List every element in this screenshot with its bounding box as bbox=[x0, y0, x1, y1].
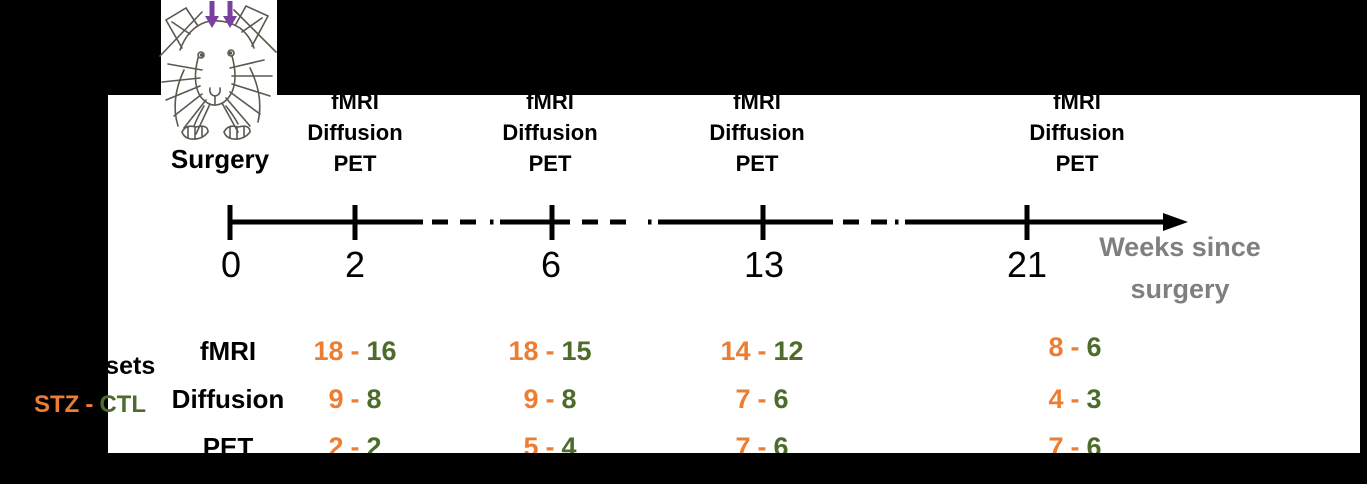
week-label-2: 2 bbox=[344, 244, 366, 285]
session-column-week21: fMRI Diffusion PET bbox=[987, 86, 1167, 179]
modality-label: PET bbox=[528, 151, 572, 176]
row-label-fmri: fMRI bbox=[199, 336, 257, 366]
count-separator: - bbox=[545, 432, 555, 462]
ctl-count: 6 bbox=[1086, 332, 1102, 362]
modality-label: Diffusion bbox=[1029, 120, 1125, 145]
stz-count: 14 bbox=[720, 336, 751, 366]
surgery-label: Surgery bbox=[170, 144, 270, 174]
week-label-6: 6 bbox=[540, 244, 562, 285]
legend-stz: STZ bbox=[34, 391, 80, 418]
modality-label: Diffusion bbox=[502, 120, 598, 145]
count-cell-fmri-week13: 14-12 bbox=[682, 336, 842, 367]
count-cell-fmri-week21: 8-6 bbox=[995, 332, 1155, 363]
ctl-count: 8 bbox=[561, 384, 577, 414]
ctl-count: 3 bbox=[1086, 384, 1102, 414]
stz-count: 18 bbox=[313, 336, 344, 366]
count-separator: - bbox=[545, 384, 555, 414]
count-separator: - bbox=[1070, 384, 1080, 414]
modality-label: PET bbox=[735, 151, 779, 176]
session-column-week13: fMRI Diffusion PET bbox=[667, 86, 847, 179]
stz-count: 9 bbox=[328, 384, 344, 414]
right-arrowhead-icon bbox=[1163, 213, 1188, 231]
count-cell-diffusion-week6: 9-8 bbox=[470, 384, 630, 415]
axis-label-line2: surgery bbox=[1130, 274, 1230, 304]
ctl-count: 16 bbox=[366, 336, 397, 366]
session-column-week6: fMRI Diffusion PET bbox=[460, 86, 640, 179]
count-separator: - bbox=[757, 336, 767, 366]
frame-right bbox=[1360, 0, 1367, 484]
modality-label: PET bbox=[1055, 151, 1099, 176]
stz-count: 4 bbox=[1048, 384, 1064, 414]
modality-label: PET bbox=[333, 151, 377, 176]
week-label-21: 21 bbox=[1006, 244, 1048, 285]
legend-ctl: CTL bbox=[99, 391, 146, 418]
count-separator: - bbox=[350, 384, 360, 414]
count-cell-diffusion-week2: 9-8 bbox=[275, 384, 435, 415]
ctl-count: 12 bbox=[773, 336, 804, 366]
row-label-diffusion: Diffusion bbox=[171, 384, 285, 414]
count-cell-diffusion-week21: 4-3 bbox=[995, 384, 1155, 415]
count-separator: - bbox=[350, 432, 360, 462]
count-separator: - bbox=[757, 432, 767, 462]
stz-count: 7 bbox=[735, 384, 751, 414]
injection-arrows-icon bbox=[205, 1, 237, 28]
axis-label: Weeks since surgery bbox=[1078, 226, 1282, 310]
count-cell-fmri-week2: 18-16 bbox=[275, 336, 435, 367]
ctl-count: 15 bbox=[561, 336, 592, 366]
axis-label-line1: Weeks since bbox=[1099, 232, 1261, 262]
stz-count: 9 bbox=[523, 384, 539, 414]
ctl-count: 8 bbox=[366, 384, 382, 414]
count-separator: - bbox=[1070, 432, 1080, 462]
modality-label: Diffusion bbox=[709, 120, 805, 145]
count-cell-diffusion-week13: 7-6 bbox=[682, 384, 842, 415]
count-separator: - bbox=[757, 384, 767, 414]
group-legend: STZ - CTL bbox=[34, 391, 146, 419]
stz-count: 8 bbox=[1048, 332, 1064, 362]
count-separator: - bbox=[1070, 332, 1080, 362]
week-label-0: 0 bbox=[220, 244, 242, 285]
stz-count: 18 bbox=[508, 336, 539, 366]
count-separator: - bbox=[350, 336, 360, 366]
session-column-week2: fMRI Diffusion PET bbox=[265, 86, 445, 179]
rat-icon bbox=[159, 4, 277, 140]
timeline-axis bbox=[227, 205, 1188, 240]
ctl-count: 6 bbox=[773, 384, 789, 414]
count-separator: - bbox=[545, 336, 555, 366]
count-cell-fmri-week6: 18-15 bbox=[470, 336, 630, 367]
modality-label: Diffusion bbox=[307, 120, 403, 145]
week-label-13: 13 bbox=[743, 244, 785, 285]
frame-left bbox=[0, 0, 108, 484]
frame-bottom bbox=[0, 453, 1367, 484]
legend-separator: - bbox=[85, 391, 94, 418]
